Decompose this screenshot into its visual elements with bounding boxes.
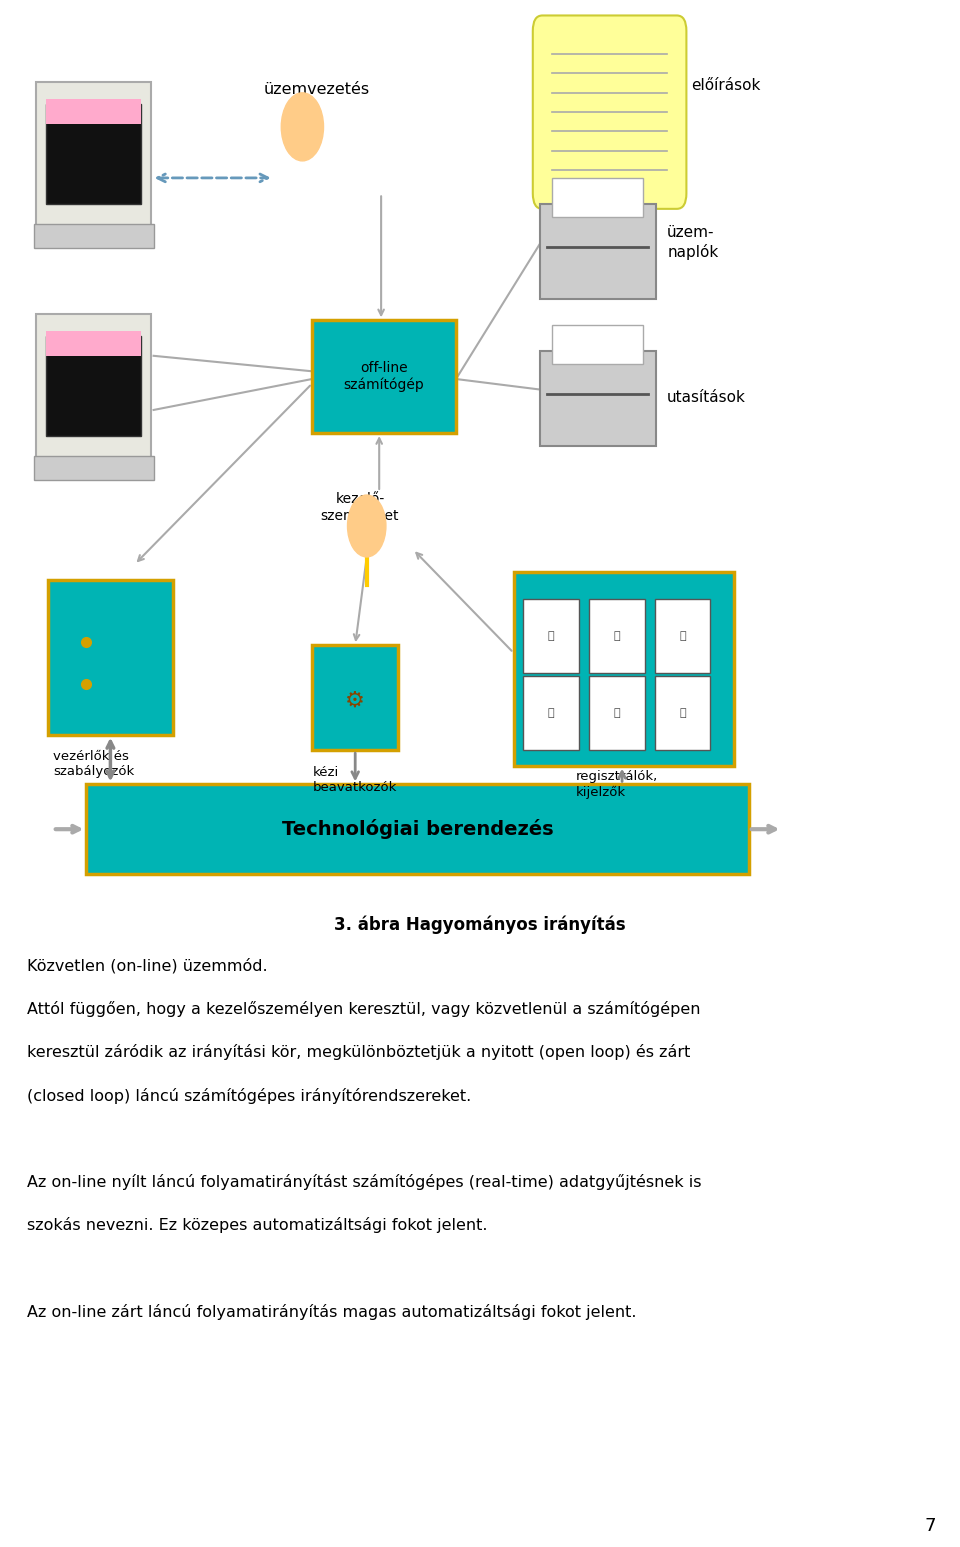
Bar xyxy=(46,104,141,204)
Bar xyxy=(655,599,710,673)
FancyBboxPatch shape xyxy=(540,351,656,446)
Bar xyxy=(552,325,643,364)
FancyBboxPatch shape xyxy=(48,580,173,735)
Text: (closed loop) láncú számítógépes irányítórendszereket.: (closed loop) láncú számítógépes irányít… xyxy=(27,1088,471,1103)
Text: üzem-
naplók: üzem- naplók xyxy=(667,226,718,260)
Text: üzemvezetés: üzemvezetés xyxy=(264,82,370,97)
Bar xyxy=(34,456,154,480)
Text: vezérlők és
szabályozók: vezérlők és szabályozók xyxy=(53,750,134,778)
FancyBboxPatch shape xyxy=(36,314,151,459)
Text: Attól függően, hogy a kezelőszemélyen keresztül, vagy közvetlenül a számítógépen: Attól függően, hogy a kezelőszemélyen ke… xyxy=(27,1001,701,1016)
FancyBboxPatch shape xyxy=(36,82,151,227)
Text: kezelő-
személyzet: kezelő- személyzet xyxy=(321,492,399,523)
Text: Az on-line zárt láncú folyamatirányítás magas automatizáltsági fokot jelent.: Az on-line zárt láncú folyamatirányítás … xyxy=(27,1304,636,1320)
Bar xyxy=(46,331,141,356)
Text: ⛏: ⛏ xyxy=(614,631,620,640)
Text: ⛏: ⛏ xyxy=(614,709,620,718)
Bar xyxy=(46,99,141,124)
Text: Technológiai berendezés: Technológiai berendezés xyxy=(282,820,553,838)
Text: utasítások: utasítások xyxy=(667,390,746,405)
FancyBboxPatch shape xyxy=(312,320,456,433)
Text: ⛏: ⛏ xyxy=(548,631,554,640)
Text: ⛏: ⛏ xyxy=(548,709,554,718)
FancyBboxPatch shape xyxy=(540,204,656,299)
Bar xyxy=(34,224,154,248)
Bar xyxy=(523,676,579,750)
Bar xyxy=(523,599,579,673)
FancyBboxPatch shape xyxy=(514,572,734,766)
Text: szokás nevezni. Ez közepes automatizáltsági fokot jelent.: szokás nevezni. Ez közepes automatizálts… xyxy=(27,1217,488,1233)
Text: off-line
számítógép: off-line számítógép xyxy=(344,362,424,391)
Circle shape xyxy=(348,495,386,557)
FancyBboxPatch shape xyxy=(533,15,686,209)
Text: ⛏: ⛏ xyxy=(680,631,685,640)
Text: Az on-line nyílt láncú folyamatirányítást számítógépes (real-time) adatgyűjtésne: Az on-line nyílt láncú folyamatirányítás… xyxy=(27,1174,702,1190)
FancyBboxPatch shape xyxy=(312,645,398,750)
Text: 3. ábra Hagyományos irányítás: 3. ábra Hagyományos irányítás xyxy=(334,916,626,934)
Text: kézi
beavatkozók: kézi beavatkozók xyxy=(313,766,397,794)
Bar xyxy=(655,676,710,750)
Bar xyxy=(552,178,643,217)
FancyBboxPatch shape xyxy=(86,784,749,874)
Text: ⛏: ⛏ xyxy=(680,709,685,718)
Text: előírások: előírások xyxy=(691,77,760,93)
Text: Közvetlen (on-line) üzemmód.: Közvetlen (on-line) üzemmód. xyxy=(27,958,268,973)
Bar xyxy=(589,676,645,750)
Text: regisztrálók,
kijelzők: regisztrálók, kijelzők xyxy=(576,770,659,798)
Text: ⚙: ⚙ xyxy=(346,692,365,710)
Bar xyxy=(589,599,645,673)
Bar xyxy=(46,336,141,436)
Text: 7: 7 xyxy=(924,1516,936,1535)
Text: keresztül záródik az irányítási kör, megkülönböztetjük a nyitott (open loop) és : keresztül záródik az irányítási kör, meg… xyxy=(27,1044,690,1060)
Circle shape xyxy=(281,93,324,161)
